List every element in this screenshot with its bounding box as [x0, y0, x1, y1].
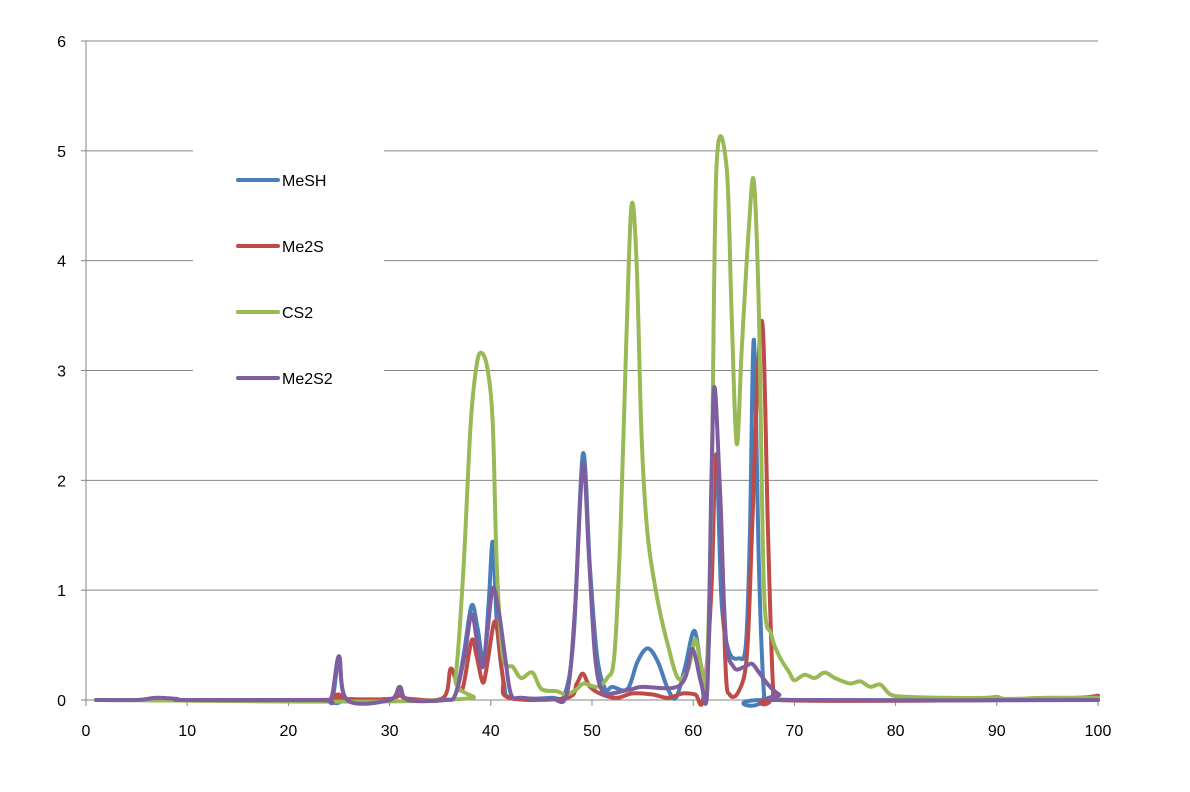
x-tick-label: 40 — [482, 723, 500, 740]
x-tick-label: 50 — [583, 723, 601, 740]
legend: MeSH Me2S CS2 Me2S2 — [236, 173, 333, 388]
x-tick-label: 20 — [280, 723, 298, 740]
y-tick-label: 2 — [57, 473, 66, 490]
legend-label-cs2: CS2 — [282, 305, 313, 322]
legend-label-mesh: MeSH — [282, 173, 326, 190]
x-tick-label: 70 — [786, 723, 804, 740]
y-tick-label: 1 — [57, 583, 66, 600]
x-tick-label: 30 — [381, 723, 399, 740]
x-tick-label: 60 — [684, 723, 702, 740]
series-lines — [94, 134, 1100, 708]
x-tick-label: 10 — [178, 723, 196, 740]
x-tick-label: 80 — [887, 723, 905, 740]
series-line-me2s — [94, 318, 1100, 707]
x-tick-label: 100 — [1085, 723, 1112, 740]
y-tick-label: 4 — [57, 254, 66, 271]
series-line-me2s2 — [94, 384, 1100, 706]
x-tick-label: 0 — [82, 723, 91, 740]
y-tick-label: 0 — [57, 693, 66, 710]
legend-label-me2s: Me2S — [282, 239, 324, 256]
legend-background — [193, 140, 384, 408]
y-tick-label: 3 — [57, 364, 66, 381]
legend-label-me2s2: Me2S2 — [282, 371, 333, 388]
y-tick-label: 6 — [57, 34, 66, 51]
x-tick-label: 90 — [988, 723, 1006, 740]
y-tick-label: 5 — [57, 144, 66, 161]
